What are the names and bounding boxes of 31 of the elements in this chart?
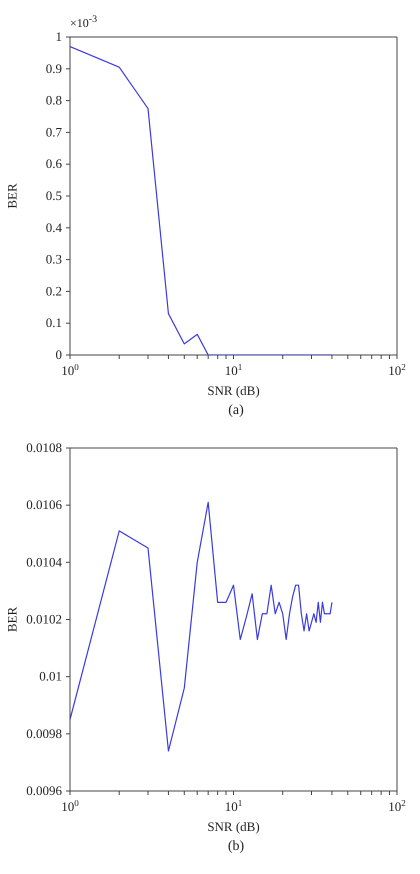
x-tick-label: 10$^{2}$ [388,362,406,378]
y-tick-label: 0.9 [46,60,62,76]
y-tick-label: 0.01 [39,668,62,684]
y-tick-label: 0.0108 [26,440,62,455]
y-axis-title: BER [4,183,20,209]
y-tick-label: 0.5 [46,188,62,203]
x-axis-title: SNR (dB) [207,383,260,398]
y-tick-label: 0 [56,347,62,362]
text: (b) [226,839,246,855]
y-axis-title: BER [4,606,20,632]
y-tick-label: 0.0096 [26,783,62,798]
text: ×10$^{-3}$ [70,14,98,31]
y-tick-label: 0.0098 [26,726,62,741]
x-tick-label: 10$^{0}$ [61,798,80,814]
y-tick-label: 0.7 [46,124,62,140]
y-tick-label: 0.3 [46,252,62,267]
y-tick-label: 0.8 [46,92,62,108]
x-tick-label: 10$^{2}$ [388,798,406,814]
y-tick-label: 0.0104 [26,554,62,570]
y-tick-label: 0.2 [46,283,62,298]
x-tick-label: 10$^{1}$ [224,362,242,378]
y-tick-label: 0.1 [46,315,62,330]
y-tick-label: 1 [56,29,62,44]
x-tick-label: 10$^{0}$ [61,362,80,378]
text: (a) [227,403,245,419]
y-tick-label: 0.0106 [26,497,62,512]
x-axis-title: SNR (dB) [207,819,260,834]
y-tick-label: 0.0102 [26,612,62,626]
y-tick-label: 0.6 [46,156,62,172]
x-tick-label: 10$^{1}$ [224,798,242,814]
y-tick-label: 0.4 [46,220,62,235]
